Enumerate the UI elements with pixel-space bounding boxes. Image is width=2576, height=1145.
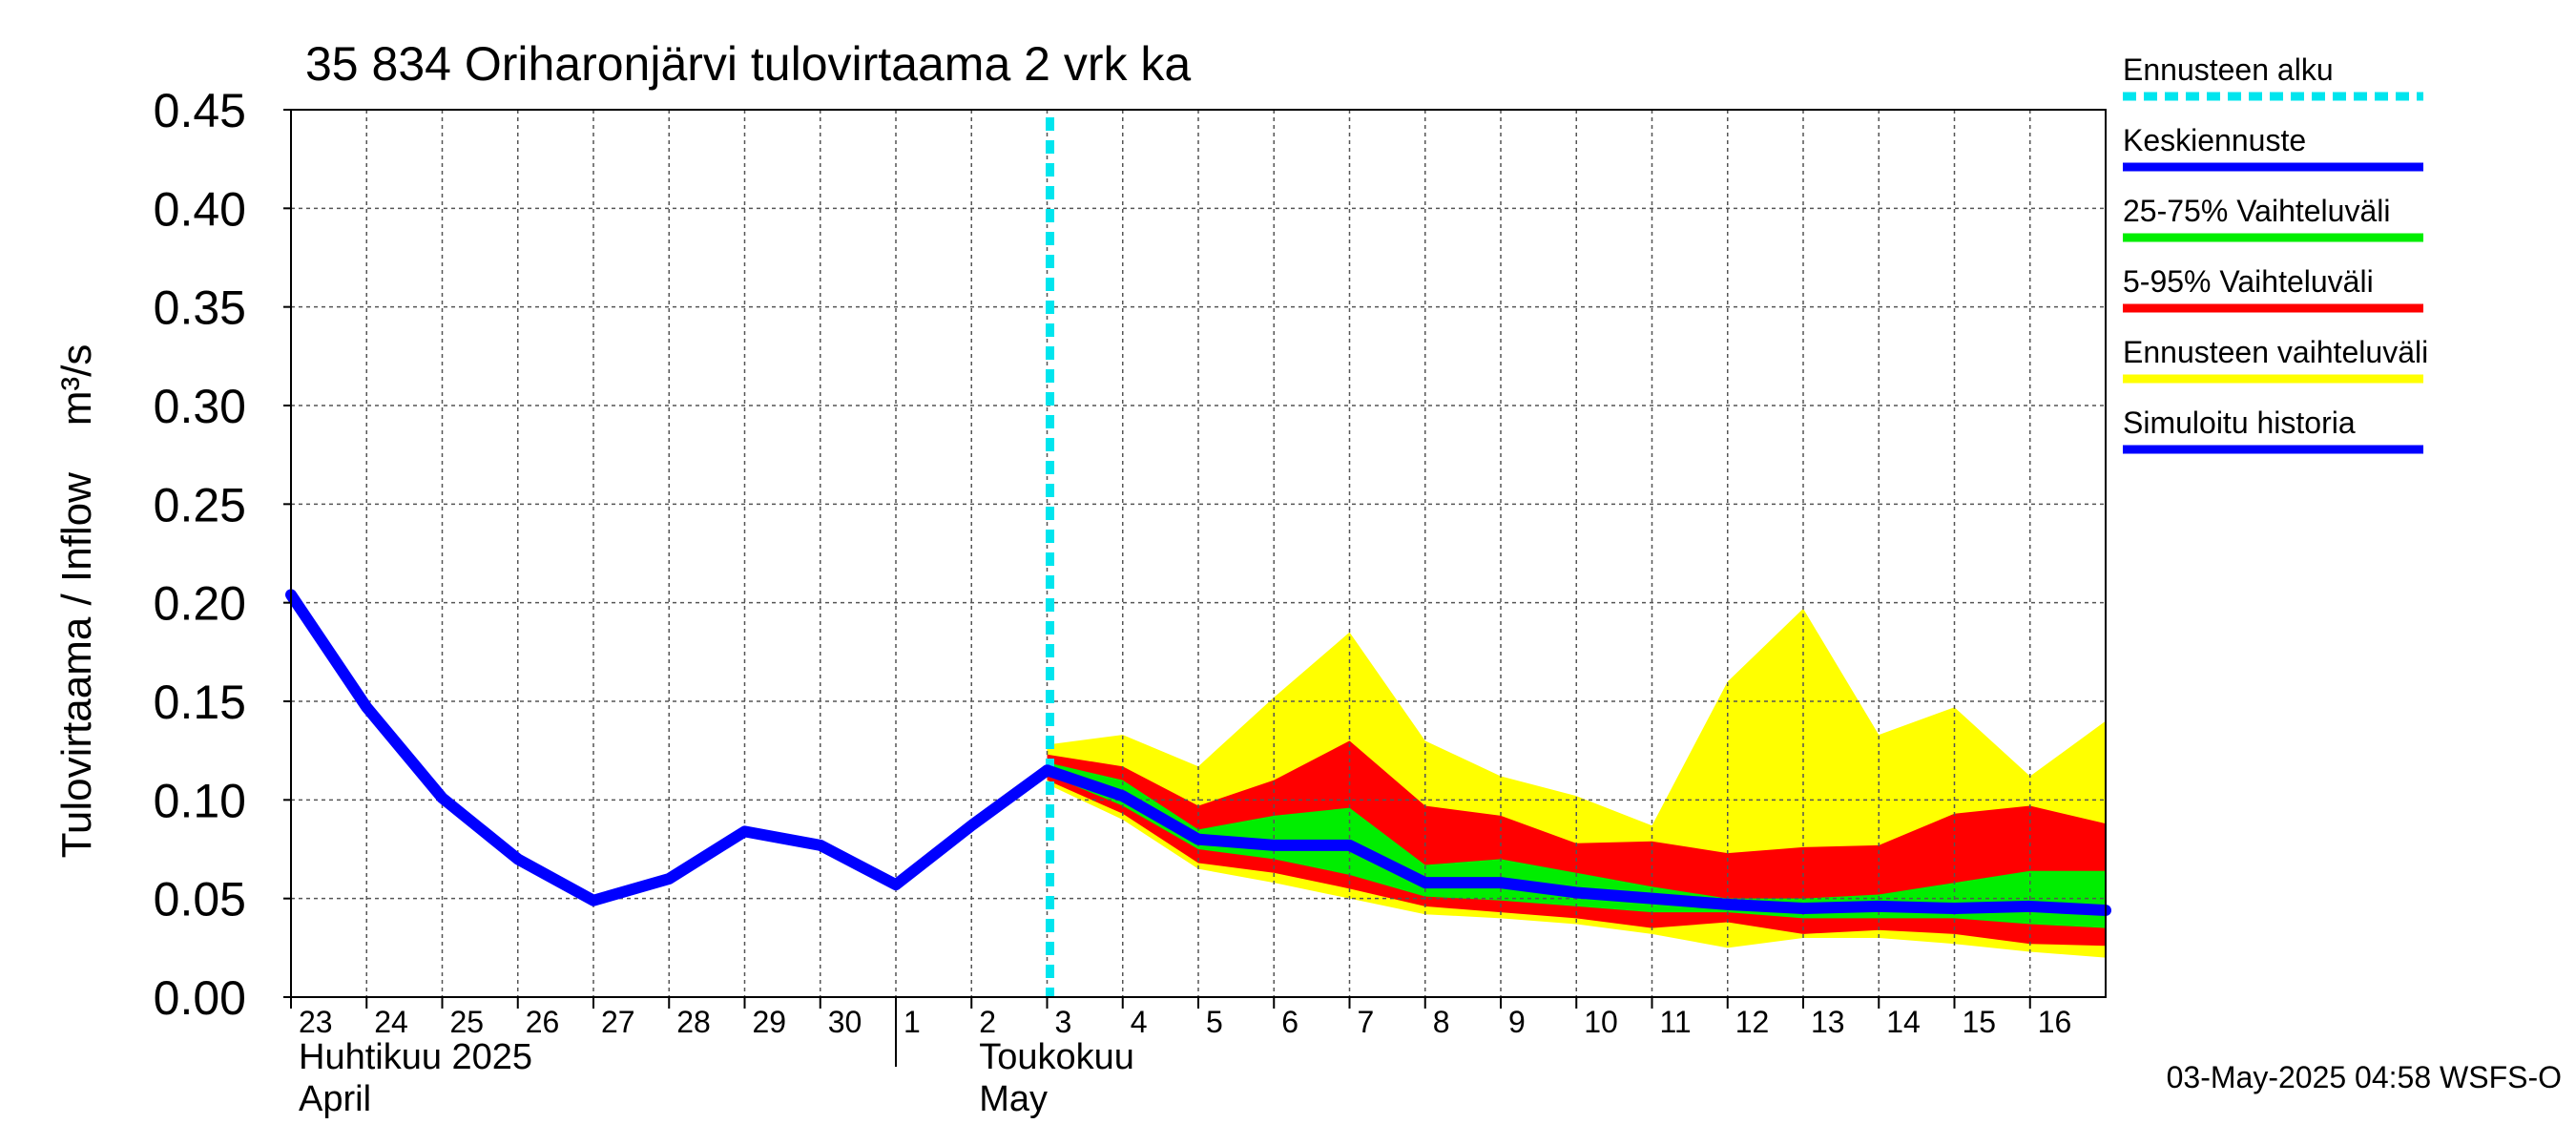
legend: Ennusteen alku Keskiennuste 25-75% Vaihtel… xyxy=(2123,52,2428,454)
x-tick-label: 24 xyxy=(374,1005,408,1039)
x-tick-label: 29 xyxy=(753,1005,787,1039)
x-tick-label: 13 xyxy=(1811,1005,1845,1039)
x-tick-label: 26 xyxy=(526,1005,560,1039)
y-tick-label: 0.30 xyxy=(154,380,246,433)
x-tick-label: 6 xyxy=(1281,1005,1298,1039)
legend-label: Simuloitu historia xyxy=(2123,406,2356,440)
footer-timestamp: 03-May-2025 04:58 WSFS-O xyxy=(2167,1060,2562,1094)
y-axis-label: Tulovirtaama / Inflow m³/s xyxy=(53,344,100,859)
x-tick-label: 25 xyxy=(450,1005,485,1039)
month-label-fi: Huhtikuu 2025 xyxy=(299,1037,532,1077)
x-tick-label: 10 xyxy=(1584,1005,1618,1039)
y-axis: 0.00 0.05 0.10 0.15 0.20 0.25 0.30 0.35 0.40 0.45 xyxy=(154,84,291,1025)
x-tick-label: 8 xyxy=(1433,1005,1450,1039)
y-tick-label: 0.10 xyxy=(154,774,246,827)
month-label-en: May xyxy=(979,1079,1048,1119)
x-tick-label: 27 xyxy=(601,1005,635,1039)
series-line-1 xyxy=(1041,764,2111,917)
legend-label: Keskiennuste xyxy=(2123,123,2306,157)
x-tick-label: 9 xyxy=(1508,1005,1526,1039)
x-tick-label: 3 xyxy=(1055,1005,1072,1039)
legend-label: Ennusteen vaihteluväli xyxy=(2123,335,2428,369)
y-tick-label: 0.45 xyxy=(154,84,246,137)
y-tick-label: 0.15 xyxy=(154,676,246,729)
series-lines xyxy=(285,589,2111,917)
legend-label: Ennusteen alku xyxy=(2123,52,2334,87)
month-label-fi: Toukokuu xyxy=(979,1037,1134,1077)
x-tick-label: 30 xyxy=(828,1005,862,1039)
series-line-0 xyxy=(285,589,1053,906)
y-tick-label: 0.20 xyxy=(154,577,246,631)
x-tick-label: 23 xyxy=(299,1005,333,1039)
x-tick-label: 4 xyxy=(1131,1005,1148,1039)
y-tick-label: 0.35 xyxy=(154,281,246,335)
legend-label: 25-75% Vaihteluväli xyxy=(2123,194,2390,228)
x-tick-label: 15 xyxy=(1963,1005,1997,1039)
x-tick-label: 14 xyxy=(1886,1005,1921,1039)
x-tick-label: 7 xyxy=(1358,1005,1375,1039)
x-tick-label: 2 xyxy=(979,1005,996,1039)
y-tick-label: 0.25 xyxy=(154,478,246,531)
month-label-en: April xyxy=(299,1079,371,1119)
y-tick-label: 0.05 xyxy=(154,873,246,926)
x-axis: 23 24 25 26 27 28 29 30 1 2 3 4 5 6 7 8 9 10 11 12 13 14 15 16H… xyxy=(290,997,2072,1119)
x-tick-label: 1 xyxy=(904,1005,921,1039)
y-tick-label: 0.00 xyxy=(154,971,246,1025)
x-tick-label: 5 xyxy=(1206,1005,1223,1039)
chart-title: 35 834 Oriharonjärvi tulovirtaama 2 vrk … xyxy=(305,37,1191,91)
x-tick-label: 16 xyxy=(2038,1005,2072,1039)
x-tick-label: 28 xyxy=(676,1005,711,1039)
legend-label: 5-95% Vaihteluväli xyxy=(2123,264,2374,299)
y-tick-label: 0.40 xyxy=(154,182,246,236)
x-tick-label: 11 xyxy=(1660,1005,1692,1039)
x-tick-label: 12 xyxy=(1735,1005,1770,1039)
